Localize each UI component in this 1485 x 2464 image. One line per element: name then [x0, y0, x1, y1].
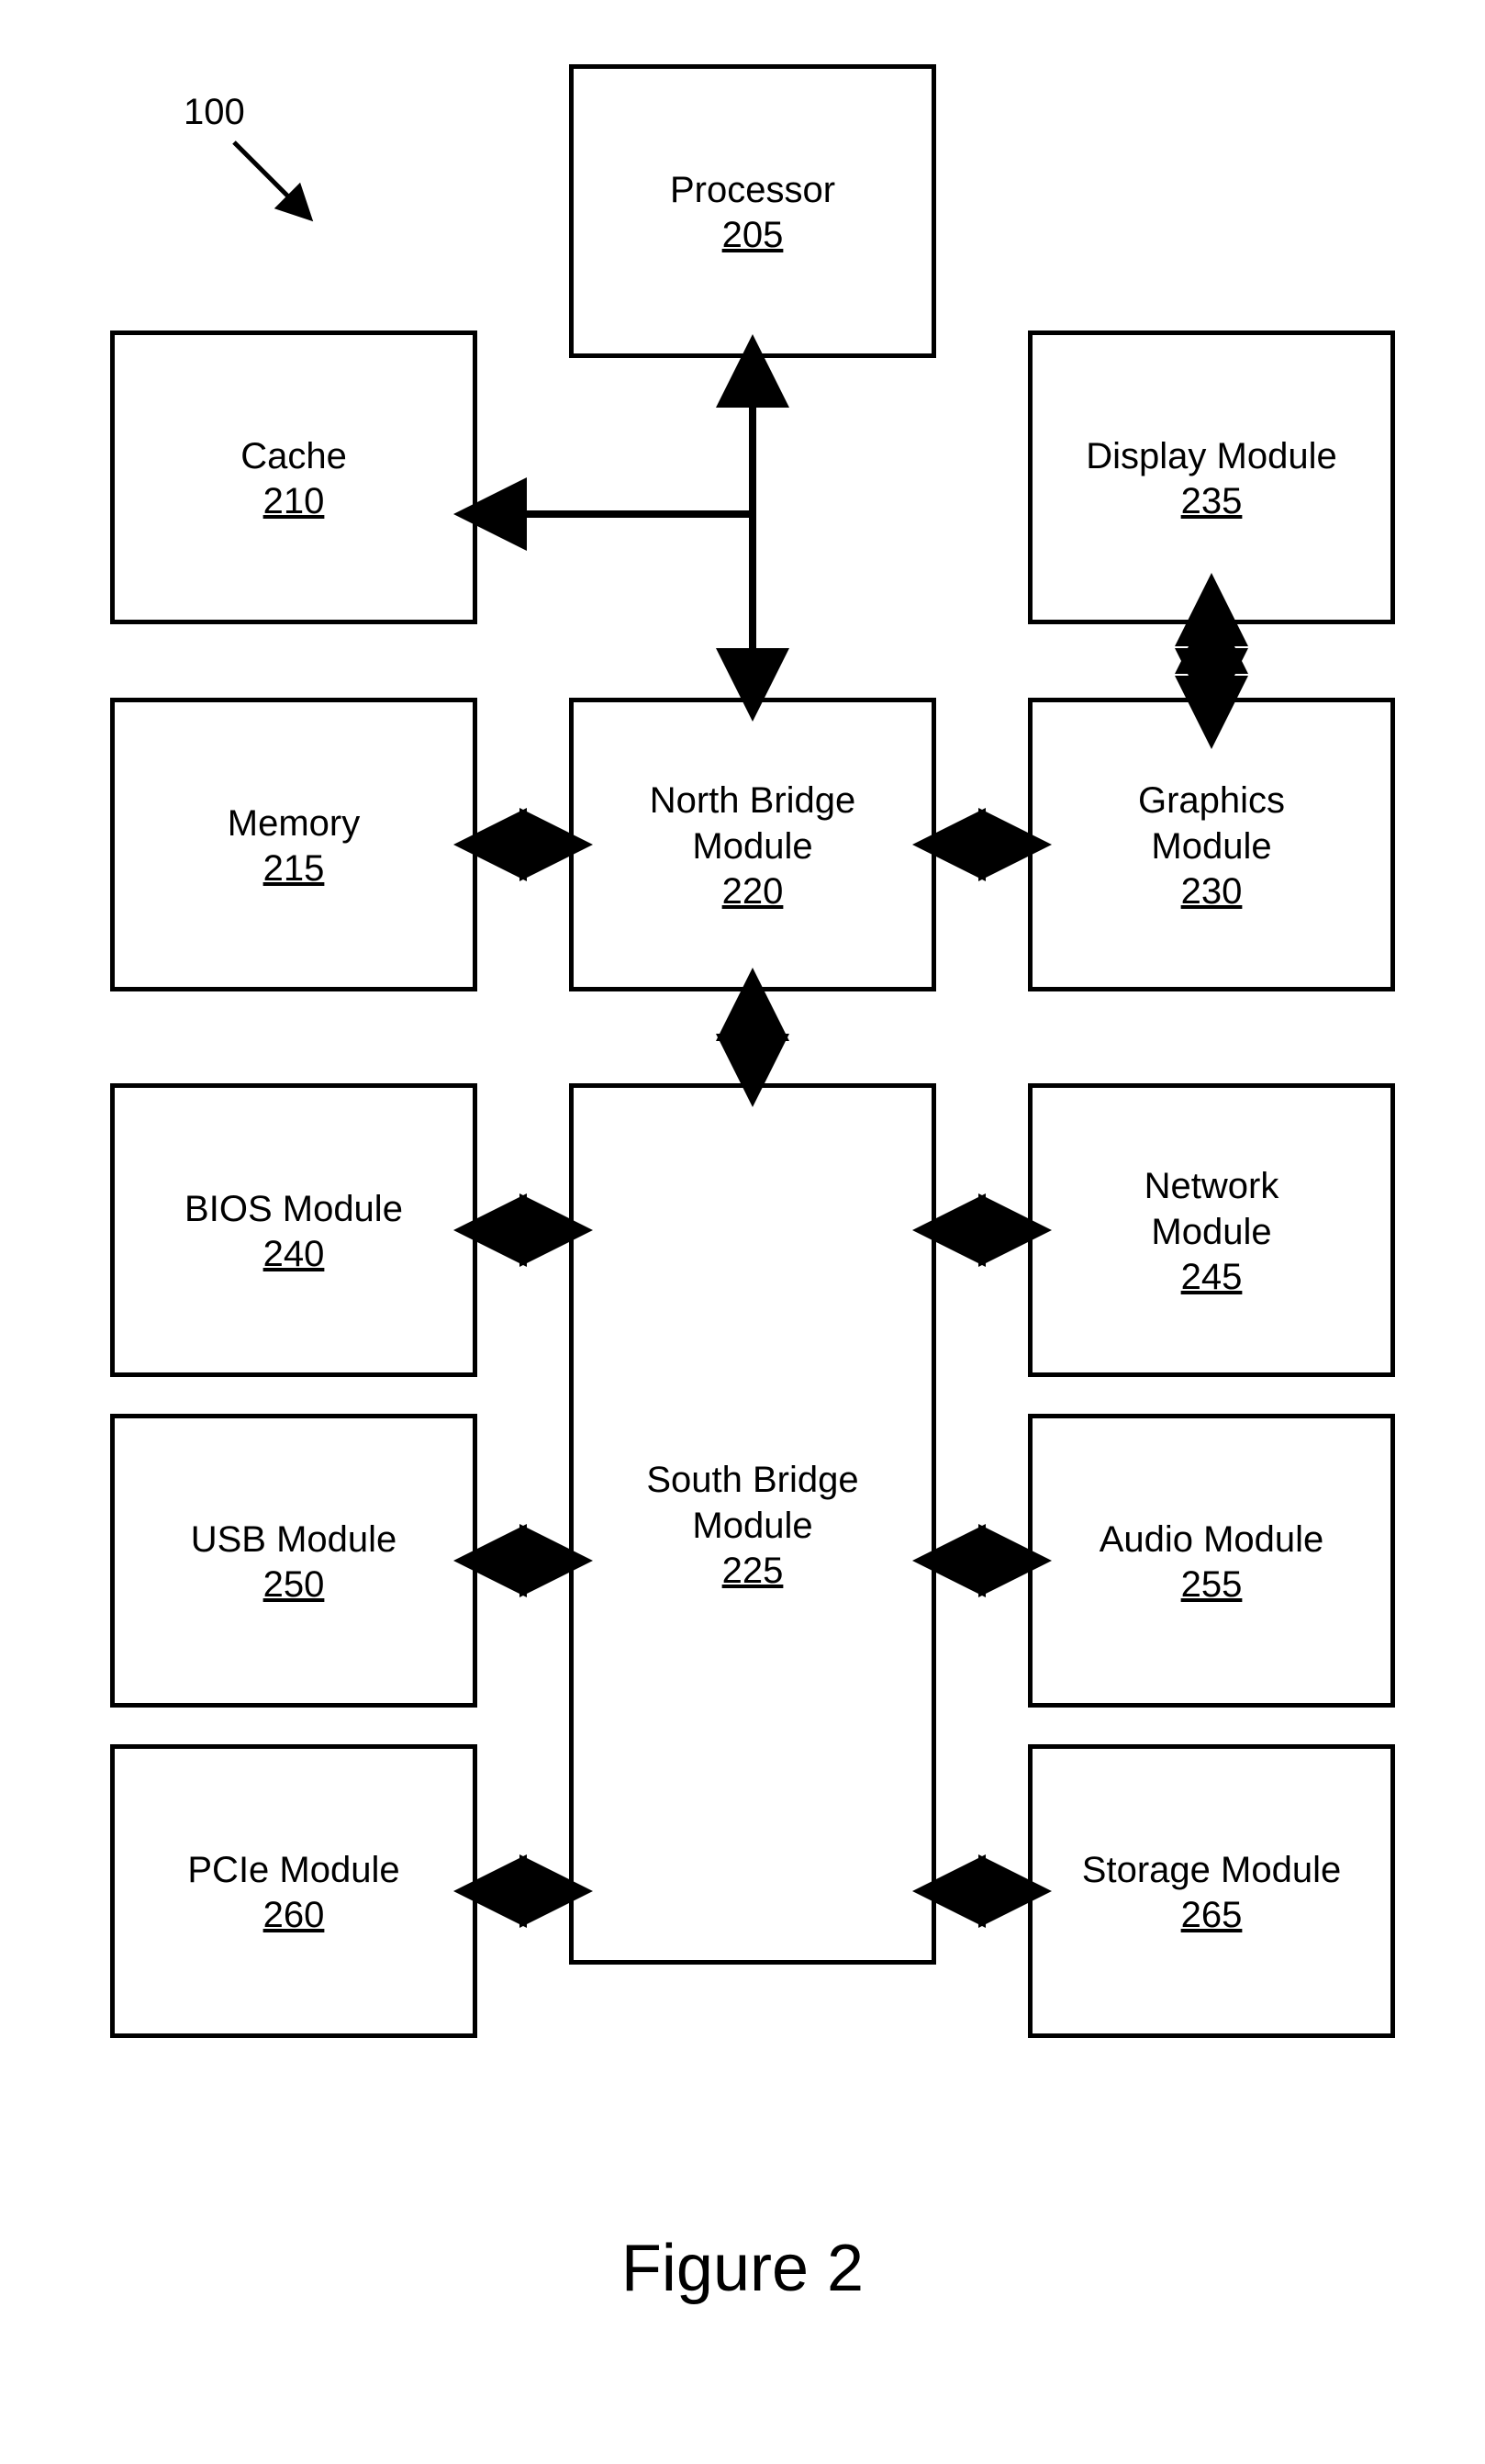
northbridge-box: North Bridge Module 220: [569, 698, 936, 991]
storage-label: Storage Module: [1082, 1847, 1341, 1893]
memory-box: Memory 215: [110, 698, 477, 991]
network-num: 245: [1181, 1257, 1243, 1298]
diagram-page: 100 Processor 205 Cache 210 Display Modu…: [0, 0, 1485, 2464]
network-label: Network Module: [1144, 1163, 1279, 1255]
cache-label: Cache: [240, 433, 347, 479]
audio-num: 255: [1181, 1564, 1243, 1606]
northbridge-label: North Bridge Module: [650, 778, 856, 869]
graphics-num: 230: [1181, 871, 1243, 913]
cache-box: Cache 210: [110, 330, 477, 624]
bios-label: BIOS Module: [184, 1186, 403, 1232]
bios-num: 240: [263, 1234, 325, 1275]
processor-num: 205: [722, 215, 784, 256]
bios-box: BIOS Module 240: [110, 1083, 477, 1377]
storage-num: 265: [1181, 1895, 1243, 1936]
figure-ref-label: 100: [184, 92, 245, 133]
display-num: 235: [1181, 481, 1243, 522]
processor-label: Processor: [670, 167, 835, 213]
audio-label: Audio Module: [1100, 1517, 1324, 1562]
usb-num: 250: [263, 1564, 325, 1606]
southbridge-num: 225: [722, 1551, 784, 1592]
figure-caption: Figure 2: [0, 2231, 1485, 2306]
graphics-label: Graphics Module: [1138, 778, 1285, 869]
display-label: Display Module: [1086, 433, 1336, 479]
audio-box: Audio Module 255: [1028, 1414, 1395, 1708]
southbridge-label: South Bridge Module: [646, 1457, 858, 1549]
graphics-box: Graphics Module 230: [1028, 698, 1395, 991]
usb-box: USB Module 250: [110, 1414, 477, 1708]
storage-box: Storage Module 265: [1028, 1744, 1395, 2038]
pcie-box: PCIe Module 260: [110, 1744, 477, 2038]
usb-label: USB Module: [191, 1517, 397, 1562]
display-box: Display Module 235: [1028, 330, 1395, 624]
northbridge-num: 220: [722, 871, 784, 913]
southbridge-box: South Bridge Module 225: [569, 1083, 936, 1965]
cache-num: 210: [263, 481, 325, 522]
processor-box: Processor 205: [569, 64, 936, 358]
figure-ref-pointer: [234, 142, 294, 202]
network-box: Network Module 245: [1028, 1083, 1395, 1377]
memory-label: Memory: [228, 801, 360, 846]
pcie-num: 260: [263, 1895, 325, 1936]
pcie-label: PCIe Module: [187, 1847, 399, 1893]
memory-num: 215: [263, 848, 325, 890]
